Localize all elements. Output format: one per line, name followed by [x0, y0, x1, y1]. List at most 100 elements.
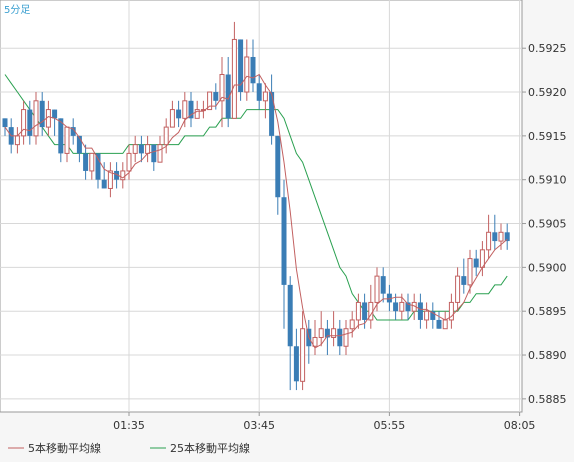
candle-body-down — [238, 39, 244, 93]
candle-body-down — [281, 197, 287, 285]
x-axis: 01:35 03:45 05:55 08:05 — [113, 412, 535, 432]
candle-body-down — [213, 92, 219, 101]
candle-body-up — [442, 319, 448, 330]
ma25-line — [4, 74, 508, 321]
legend-label: 25本移動平均線 — [170, 441, 250, 455]
candle-body-down — [436, 319, 442, 329]
candle-body-down — [473, 258, 479, 268]
candle-body-down — [324, 328, 330, 338]
candle-body-up — [132, 144, 138, 154]
candle-body-up — [262, 91, 268, 102]
y-tick-label: 0.5920 — [528, 86, 567, 99]
y-tick-label: 0.5925 — [528, 42, 567, 55]
candle-body-down — [58, 118, 64, 154]
x-tick-label: 05:55 — [374, 419, 406, 432]
candle-body-up — [300, 328, 306, 382]
y-tick-label: 0.5890 — [528, 349, 567, 362]
candle-body-down — [362, 302, 368, 320]
candle-body-up — [231, 38, 237, 119]
candle-body-down — [275, 135, 281, 198]
candle-body-up — [120, 170, 126, 181]
candle-body-down — [417, 302, 423, 320]
candle-body-up — [157, 144, 163, 163]
ma25-layer — [4, 74, 508, 321]
candle-body-up — [331, 328, 337, 338]
candle-body-up — [399, 301, 405, 312]
candle-body-down — [114, 170, 120, 180]
candle-body-down — [430, 311, 436, 320]
plot-area — [0, 0, 523, 413]
candle-body-up — [64, 126, 70, 154]
candle-body-down — [27, 109, 33, 136]
legend: 5本移動平均線 25本移動平均線 — [8, 441, 250, 455]
y-tick-label: 0.5910 — [528, 174, 567, 187]
candle-body-down — [492, 232, 498, 242]
candle-body-down — [461, 276, 467, 285]
candle-body-up — [244, 56, 250, 93]
candle-body-down — [405, 302, 411, 312]
candle-body-up — [163, 126, 169, 146]
candle-body-down — [287, 284, 293, 347]
candle-body-down — [293, 346, 299, 382]
candle-body-up — [126, 152, 132, 172]
y-tick-label: 0.5915 — [528, 130, 567, 143]
candle-body-down — [101, 179, 107, 189]
candle-body-up — [498, 231, 504, 242]
candle-body-down — [138, 144, 144, 154]
y-axis: 0.5925 0.5920 0.5915 0.5910 0.5905 0.5900 0.58… — [522, 42, 567, 406]
candle-body-down — [250, 56, 256, 84]
candle-body-up — [343, 328, 349, 347]
candle-body-down — [225, 74, 231, 119]
candle-body-down — [95, 153, 101, 180]
candle-body-down — [151, 144, 157, 163]
candle-body-down — [393, 302, 399, 312]
candle-body-up — [14, 135, 20, 146]
x-tick-label: 01:35 — [113, 419, 145, 432]
candle-body-down — [188, 100, 194, 119]
candle-body-down — [83, 153, 89, 171]
candle-body-up — [448, 301, 454, 321]
candle-body-down — [52, 109, 58, 119]
x-tick-label: 03:45 — [243, 419, 275, 432]
y-tick-label: 0.5895 — [528, 305, 567, 318]
candle-body-up — [207, 91, 213, 111]
candle-body-up — [349, 319, 355, 330]
timeframe-label: 5分足 — [4, 4, 30, 16]
candle-body-up — [455, 275, 461, 303]
candle-body-up — [312, 336, 318, 347]
candle-body-down — [269, 92, 275, 136]
y-tick-label: 0.5900 — [528, 261, 567, 274]
legend-label: 5本移動平均線 — [28, 441, 101, 455]
candle-body-up — [467, 258, 473, 286]
candle-body-down — [256, 83, 262, 101]
candle-body-up — [219, 74, 225, 102]
candle-body-down — [76, 135, 82, 154]
candle-body-down — [337, 328, 343, 347]
candle-body-down — [176, 109, 182, 119]
candle-body-up — [355, 301, 361, 321]
x-tick-label: 08:05 — [504, 419, 536, 432]
candle-body-down — [386, 293, 392, 303]
candle-body-up — [107, 170, 113, 189]
candle-body-down — [70, 127, 76, 136]
candle-body-up — [318, 328, 324, 338]
ma5-line — [4, 73, 508, 349]
candle-body-down — [2, 118, 8, 128]
y-tick-label: 0.5905 — [528, 218, 567, 231]
candle-body-down — [380, 276, 386, 294]
candle-body-up — [21, 109, 27, 137]
candle-body-up — [374, 275, 380, 303]
candle-body-down — [39, 100, 45, 128]
candle-body-up — [169, 109, 175, 128]
candle-body-up — [194, 109, 200, 119]
ma5-layer — [4, 73, 508, 349]
candle-body-up — [89, 152, 95, 172]
candle-body-up — [424, 310, 430, 321]
candle-body-up — [182, 100, 188, 119]
candle-body-down — [504, 232, 510, 242]
candle-body-up — [486, 231, 492, 251]
y-tick-label: 0.5885 — [528, 393, 567, 406]
candle-body-up — [33, 100, 39, 137]
candle-body-up — [145, 144, 151, 154]
